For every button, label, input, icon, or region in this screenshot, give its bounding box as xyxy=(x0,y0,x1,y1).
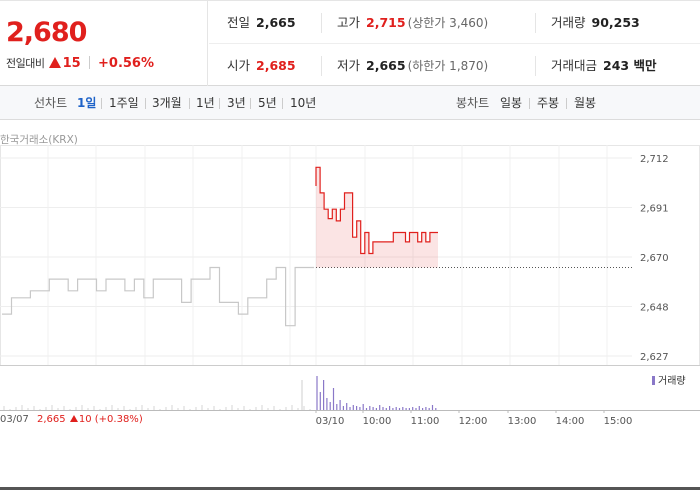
x-tick-label: 13:00 xyxy=(508,416,537,427)
divider xyxy=(535,13,536,33)
volume-legend-label: 거래량 xyxy=(658,376,686,387)
tab-1d[interactable]: 1일 xyxy=(77,96,97,110)
volume-bars xyxy=(3,376,437,410)
stat-value: 90,253 xyxy=(591,15,640,30)
prev-day-line xyxy=(2,266,314,327)
up-triangle-icon xyxy=(69,415,78,422)
stat-label: 거래대금 xyxy=(551,58,598,73)
stat-label: 거래량 xyxy=(551,15,586,30)
tab-weekly[interactable]: 주봉 xyxy=(537,96,560,110)
x-tick-label: 10:00 xyxy=(363,416,392,427)
stats-row-1: 전일 2,665 고가 2,715 (상한가 3,460) 거래량 90,253 xyxy=(209,1,700,44)
divider xyxy=(88,56,90,69)
x-tick-label: 03/10 xyxy=(316,416,345,427)
x-axis-ticks: 03/10 10:00 11:00 12:00 13:00 14:00 15:00 xyxy=(315,410,633,427)
volume-legend: 거래량 xyxy=(652,372,686,387)
y-tick-label: 2,627 xyxy=(640,352,669,363)
chart-grid xyxy=(0,145,700,411)
divider xyxy=(250,98,251,109)
change-label: 전일대비 xyxy=(6,57,45,70)
bottom-border xyxy=(0,487,700,490)
volume-swatch xyxy=(652,376,655,385)
stat-volume: 거래량 90,253 xyxy=(551,1,640,44)
tab-1y[interactable]: 1년 xyxy=(196,96,215,110)
tab-5y[interactable]: 5년 xyxy=(258,96,277,110)
divider xyxy=(145,98,146,109)
stat-open: 시가 2,685 xyxy=(227,44,296,87)
prev-change: 10 xyxy=(78,414,92,425)
stat-value: 243 백만 xyxy=(603,58,657,73)
divider xyxy=(189,98,190,109)
data-source: 한국거래소(KRX) xyxy=(0,134,78,146)
stat-high: 고가 2,715 (상한가 3,460) xyxy=(337,1,488,44)
prev-day-series xyxy=(2,266,632,327)
divider xyxy=(321,56,322,76)
stat-label: 저가 xyxy=(337,58,361,73)
divider xyxy=(535,56,536,76)
current-price: 2,680 xyxy=(6,17,87,48)
stat-sub: (상한가 3,460) xyxy=(407,16,489,30)
today-series xyxy=(315,166,438,268)
up-triangle-icon xyxy=(48,57,61,68)
divider xyxy=(101,98,102,109)
stats-row-2: 시가 2,685 저가 2,665 (하한가 1,870) 거래대금 243 백만 xyxy=(209,44,700,87)
quote-header: 2,680 전일대비 15 +0.56% 전일 2,665 고가 2,715 (상한가… xyxy=(0,0,700,87)
x-tick-label: 12:00 xyxy=(459,416,488,427)
x-tick-label: 11:00 xyxy=(411,416,440,427)
change-value: 15 xyxy=(62,56,81,71)
price-box: 2,680 전일대비 15 +0.56% xyxy=(0,1,208,87)
stat-sub: (하한가 1,870) xyxy=(407,59,489,73)
prev-date: 03/07 xyxy=(0,414,29,425)
y-tick-label: 2,712 xyxy=(640,154,669,165)
x-tick-label: 15:00 xyxy=(604,416,633,427)
today-line xyxy=(315,166,438,255)
prev-day-summary: 03/07 2,665 10 (+0.38%) xyxy=(0,414,143,425)
y-tick-label: 2,691 xyxy=(640,204,669,215)
divider xyxy=(219,98,220,109)
stat-value: 2,665 xyxy=(366,58,406,73)
stat-value: 2,665 xyxy=(256,15,296,30)
divider xyxy=(529,98,530,109)
tab-1w[interactable]: 1주일 xyxy=(109,96,139,110)
chart-tab-bar: 선차트 1일 1주일 3개월 1년 3년 5년 10년 봉차트 일봉 주봉 월봉 xyxy=(0,86,700,120)
divider xyxy=(321,13,322,33)
stat-prev-close: 전일 2,665 xyxy=(227,1,296,44)
divider xyxy=(282,98,283,109)
tab-3y[interactable]: 3년 xyxy=(227,96,246,110)
stat-value: 2,715 xyxy=(366,15,406,30)
tab-monthly[interactable]: 월봉 xyxy=(574,96,597,110)
prev-price: 2,665 xyxy=(37,414,66,425)
stat-low: 저가 2,665 (하한가 1,870) xyxy=(337,44,488,87)
x-tick-label: 14:00 xyxy=(556,416,585,427)
stat-label: 시가 xyxy=(227,58,251,73)
tab-10y[interactable]: 10년 xyxy=(290,96,317,110)
tab-3m[interactable]: 3개월 xyxy=(152,96,182,110)
change-row: 전일대비 15 +0.56% xyxy=(6,55,154,71)
prev-change-pct: (+0.38%) xyxy=(94,414,143,425)
y-axis-ticks: 2,712 2,691 2,670 2,648 2,627 xyxy=(640,154,669,363)
y-tick-label: 2,670 xyxy=(640,253,669,264)
today-area xyxy=(316,167,438,268)
divider xyxy=(566,98,567,109)
stat-value: 2,685 xyxy=(256,58,296,73)
change-percent: +0.56% xyxy=(98,56,154,71)
stat-label: 고가 xyxy=(337,15,361,30)
tab-daily[interactable]: 일봉 xyxy=(500,96,523,110)
stats-grid: 전일 2,665 고가 2,715 (상한가 3,460) 거래량 90,253 시가 2… xyxy=(209,1,700,87)
candle-chart-label: 봉차트 xyxy=(456,96,490,110)
stat-label: 전일 xyxy=(227,15,251,30)
y-tick-label: 2,648 xyxy=(640,303,669,314)
stat-amount: 거래대금 243 백만 xyxy=(551,44,656,87)
line-chart-label: 선차트 xyxy=(34,96,68,110)
